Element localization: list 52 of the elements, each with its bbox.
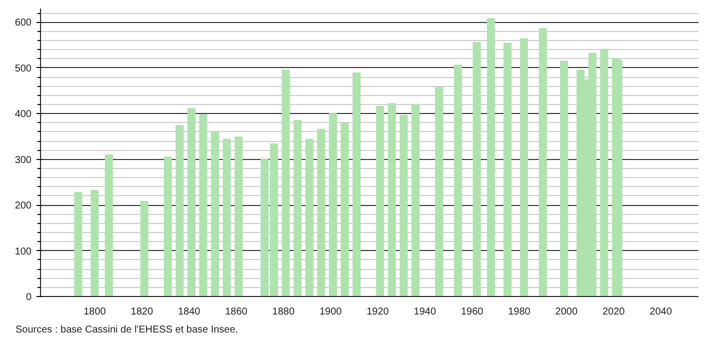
bar (234, 136, 243, 296)
bar (211, 132, 220, 296)
bar (352, 72, 361, 296)
bar (340, 122, 349, 296)
bar (317, 128, 326, 296)
bar (176, 125, 184, 296)
bar (376, 106, 384, 296)
source-note: Sources : base Cassini de l'EHESS et base Insee. (16, 324, 238, 336)
bar (472, 42, 481, 296)
x-tick-label: 1820 (130, 306, 154, 318)
bar (74, 192, 82, 296)
y-tick-label: 0 (26, 292, 32, 303)
bar (90, 190, 99, 296)
x-tick-label: 1980 (508, 306, 531, 318)
bar (400, 115, 408, 296)
bar (104, 154, 113, 296)
bar (486, 18, 495, 296)
y-tick-label: 200 (14, 200, 32, 212)
bar (503, 42, 512, 296)
x-tick-label: 1860 (225, 306, 248, 318)
bar (600, 48, 608, 296)
bar (294, 120, 302, 296)
y-tick-label: 300 (14, 154, 32, 166)
bar (454, 64, 462, 296)
bar (187, 108, 196, 296)
x-tick-label: 1960 (460, 306, 484, 318)
x-tick-label: 2020 (602, 306, 626, 318)
bar (435, 87, 444, 296)
y-tick-label: 400 (14, 109, 32, 120)
y-tick-label: 500 (14, 63, 32, 74)
bar (140, 200, 148, 296)
bar (520, 38, 528, 296)
bar (388, 103, 396, 296)
bar (305, 138, 314, 296)
bar (164, 156, 172, 296)
bar (222, 138, 231, 296)
bar (328, 113, 337, 296)
bar (411, 104, 420, 296)
x-tick-label: 1900 (319, 306, 342, 318)
y-tick-label: 100 (14, 246, 32, 258)
x-tick-label: 2040 (650, 306, 672, 318)
x-tick-label: 2000 (555, 306, 578, 318)
x-tick-label: 1800 (84, 306, 106, 318)
bar (282, 70, 290, 296)
x-tick-label: 1920 (366, 306, 390, 318)
bar (560, 60, 568, 296)
bar (199, 114, 208, 296)
x-tick-label: 1880 (272, 306, 295, 318)
bar (538, 28, 547, 296)
y-tick-label: 600 (14, 18, 32, 29)
x-tick-label: 1940 (414, 306, 436, 318)
x-tick-label: 1840 (178, 306, 201, 318)
